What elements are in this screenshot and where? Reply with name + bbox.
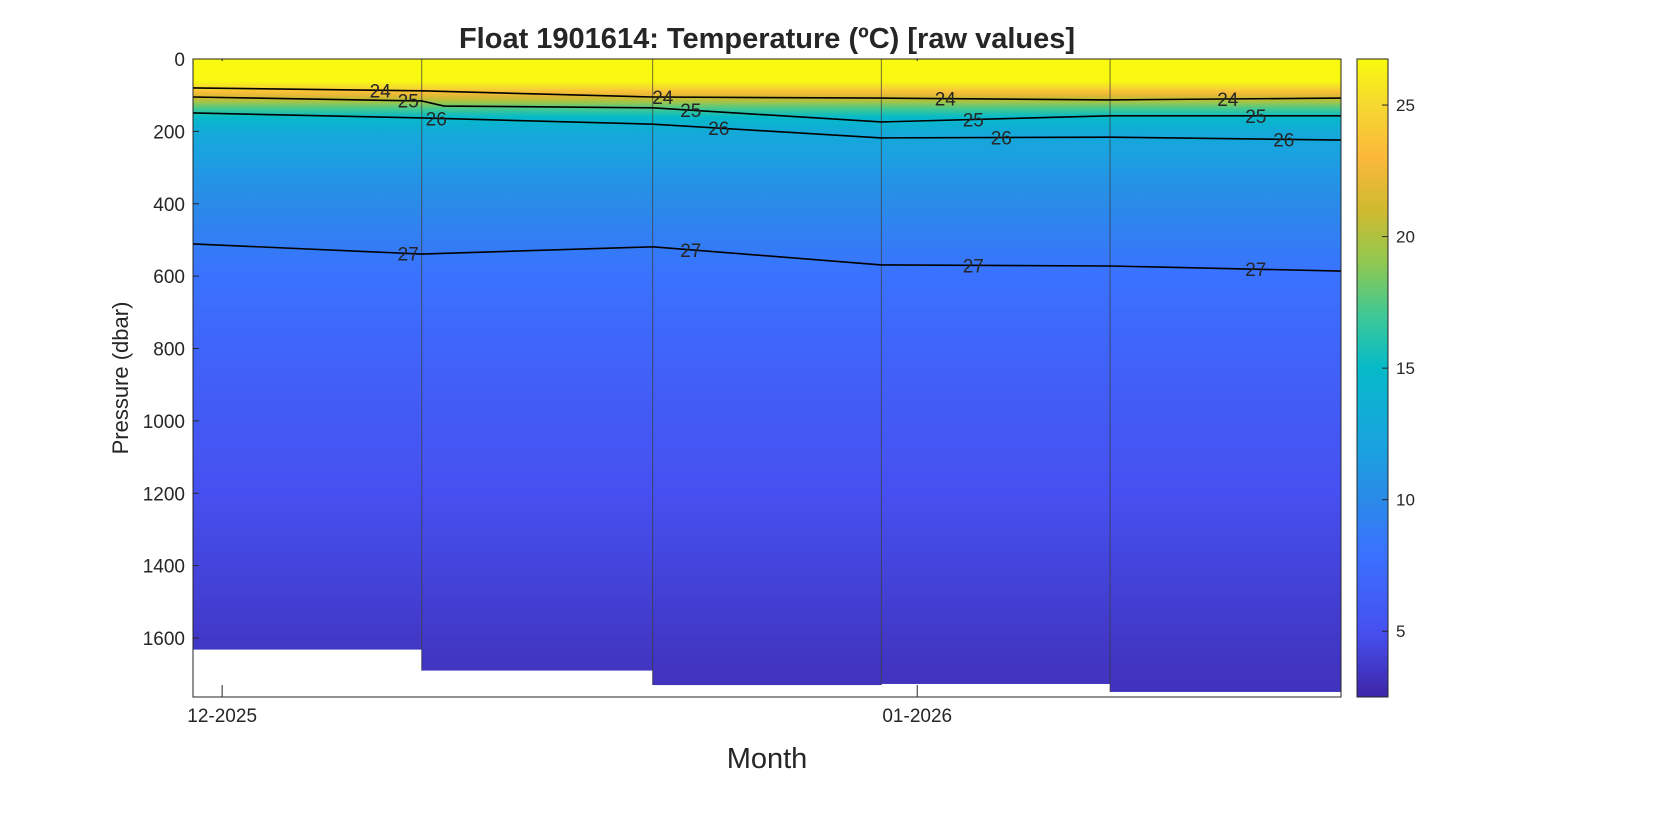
contour-line-27 (192, 243, 1342, 272)
contour-label: 27 (1245, 260, 1266, 281)
y-tick-label: 200 (153, 122, 185, 143)
chart-title: Float 1901614: Temperature (ºC) [raw val… (459, 23, 1075, 55)
plot-area (193, 59, 1341, 692)
contour-label: 27 (680, 241, 701, 262)
y-axis: 0 200 400 600 800 1000 1200 1400 1600 (143, 50, 199, 650)
y-axis-label: Pressure (dbar) (108, 302, 133, 455)
profile-column (652, 59, 882, 686)
x-axis: 12-2025 01-2026 (187, 59, 952, 727)
colorbar-tick-label: 25 (1396, 96, 1415, 115)
contour-line-25 (192, 96, 1341, 123)
contour-label: 25 (963, 110, 984, 131)
profile-column (193, 59, 422, 650)
y-tick-label: 400 (153, 195, 185, 216)
contour-line-24 (192, 87, 1342, 101)
profile-column (1110, 59, 1341, 692)
y-tick-label: 0 (174, 50, 185, 71)
contour-label: 24 (370, 81, 392, 102)
contour-label: 24 (652, 88, 674, 109)
y-tick-label: 600 (153, 267, 185, 288)
x-axis-label: Month (727, 743, 808, 775)
contour-line-26 (192, 112, 1342, 141)
y-tick-label: 1200 (143, 484, 185, 505)
y-tick-label: 1600 (143, 629, 185, 650)
contour-label: 25 (1245, 107, 1266, 128)
contour-label: 26 (426, 109, 447, 130)
y-tick-label: 1000 (143, 412, 185, 433)
profile-column (421, 59, 653, 671)
x-tick-label: 12-2025 (187, 706, 257, 727)
colorbar-tick-label: 20 (1396, 228, 1415, 247)
contour-label: 26 (991, 129, 1012, 150)
profile-column (881, 59, 1111, 684)
colorbar-tick-label: 15 (1396, 359, 1415, 378)
y-tick-label: 1400 (143, 557, 185, 578)
contour-label: 27 (963, 256, 984, 277)
contour-label: 24 (935, 90, 957, 111)
y-tick-label: 800 (153, 340, 185, 361)
colorbar-tick-label: 10 (1396, 491, 1415, 510)
x-tick-label: 01-2026 (882, 706, 952, 727)
contour-lines: 24 24 24 24 25 25 25 25 26 26 26 26 27 27 27 27 (192, 81, 1342, 281)
contour-label: 25 (680, 101, 701, 122)
contour-label: 24 (1217, 90, 1239, 111)
colorbar-tick-label: 5 (1396, 622, 1405, 641)
axes-box (192, 58, 1342, 698)
colorbar-scale (1356, 58, 1389, 698)
colorbar: 5 10 15 20 25 (1356, 58, 1415, 698)
contour-label: 27 (398, 244, 419, 265)
contour-label: 26 (1273, 130, 1294, 151)
contour-label: 25 (398, 92, 419, 113)
contour-label: 26 (708, 119, 729, 140)
